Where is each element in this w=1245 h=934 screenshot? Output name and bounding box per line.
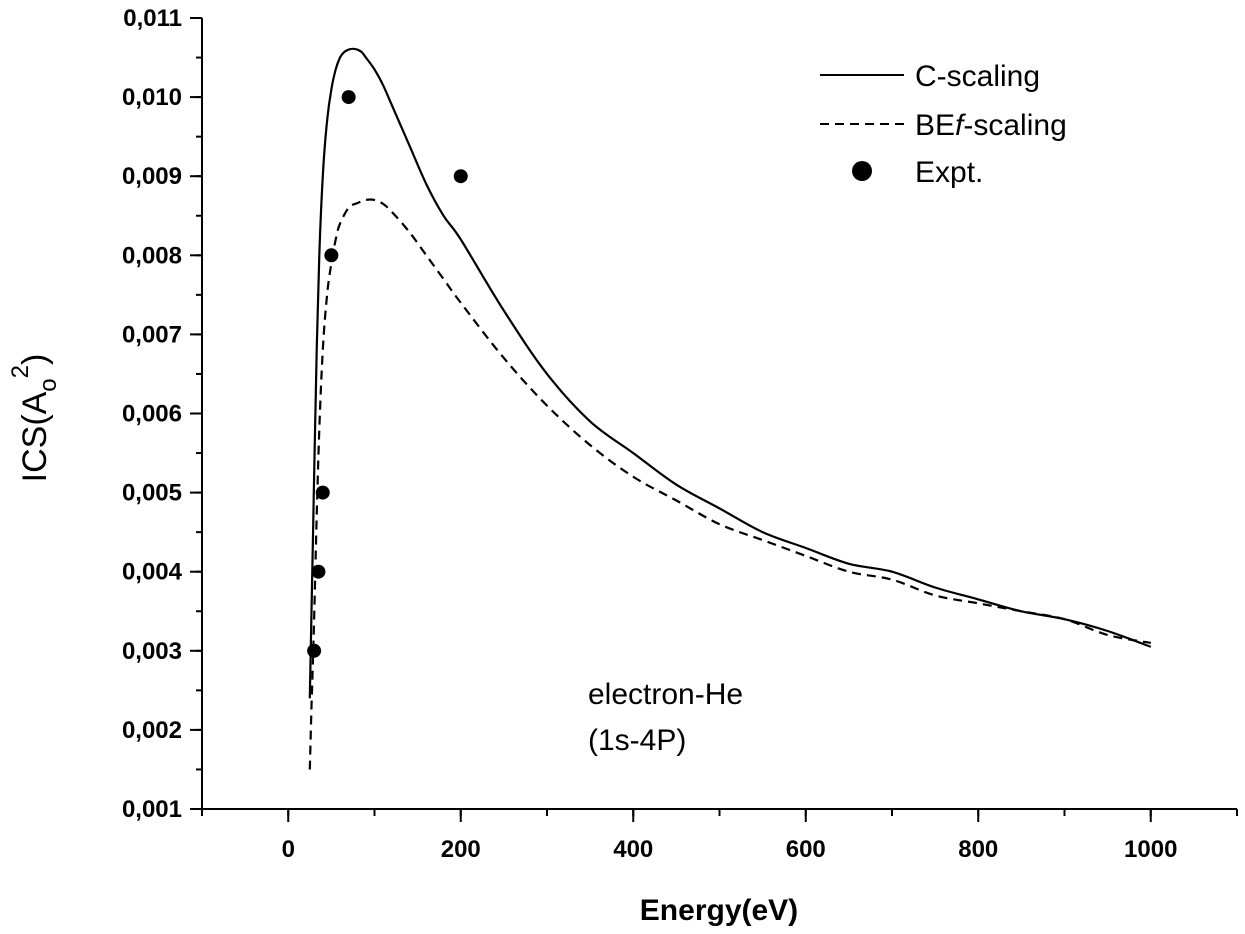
y-tick-label: 0,005 bbox=[122, 480, 182, 507]
annotation-transition: (1s-4P) bbox=[588, 724, 686, 757]
legend: C-scaling BEf-scaling Expt. bbox=[820, 60, 1067, 189]
y-axis-title-close: ) bbox=[16, 354, 54, 365]
legend-label-bef-italic: f bbox=[955, 109, 966, 142]
y-axis-title-base: ICS(A bbox=[16, 391, 54, 482]
y-tick-label: 0,010 bbox=[122, 84, 182, 111]
x-tick-label: 200 bbox=[441, 836, 481, 863]
legend-label-expt: Expt. bbox=[915, 156, 983, 189]
plot-series bbox=[307, 47, 1152, 770]
y-axis-title-subscript: o bbox=[35, 378, 62, 391]
y-axis-title: ICS(Ao2) bbox=[7, 354, 62, 483]
expt-point bbox=[315, 485, 330, 500]
legend-label-bef-scaling: BEf-scaling bbox=[915, 109, 1067, 142]
y-tick-label: 0,004 bbox=[122, 559, 183, 586]
series-line-bef-scaling bbox=[308, 198, 1151, 770]
annotation-electron-he: electron-He bbox=[588, 678, 743, 711]
y-tick-label: 0,006 bbox=[122, 401, 182, 428]
x-ticks: 0 200 400 600 800 1000 bbox=[201, 809, 1238, 863]
expt-point bbox=[311, 564, 326, 579]
expt-point bbox=[324, 248, 339, 263]
legend-label-c-scaling: C-scaling bbox=[915, 60, 1040, 93]
y-tick-label: 0,003 bbox=[122, 638, 182, 665]
y-tick-label: 0,008 bbox=[122, 242, 182, 269]
y-ticks: 0,001 0,002 0,003 0,004 0,005 0,006 0,007 0,008… bbox=[122, 5, 202, 823]
x-tick-label: 600 bbox=[786, 836, 826, 863]
x-tick-label: 800 bbox=[958, 836, 998, 863]
legend-label-bef-part2: -scaling bbox=[963, 109, 1066, 142]
y-tick-label: 0,002 bbox=[122, 717, 182, 744]
y-tick-label: 0,009 bbox=[122, 163, 182, 190]
x-tick-label: 400 bbox=[613, 836, 653, 863]
legend-label-bef-part1: BE bbox=[915, 109, 955, 142]
series-line-c-scaling bbox=[308, 47, 1152, 699]
y-tick-label: 0,011 bbox=[123, 5, 182, 32]
x-axis-title: Energy(eV) bbox=[640, 894, 798, 927]
x-tick-label: 1000 bbox=[1124, 836, 1177, 863]
y-tick-label: 0,007 bbox=[122, 321, 182, 348]
x-tick-label: 0 bbox=[282, 836, 295, 863]
y-axis-title-superscript: 2 bbox=[7, 365, 34, 378]
y-axis-title-text: ICS(Ao2) bbox=[7, 354, 62, 483]
expt-point bbox=[307, 643, 322, 658]
y-tick-label: 0,001 bbox=[122, 796, 182, 823]
expt-point bbox=[341, 90, 356, 105]
legend-marker-expt bbox=[852, 161, 872, 181]
expt-point bbox=[453, 169, 468, 184]
